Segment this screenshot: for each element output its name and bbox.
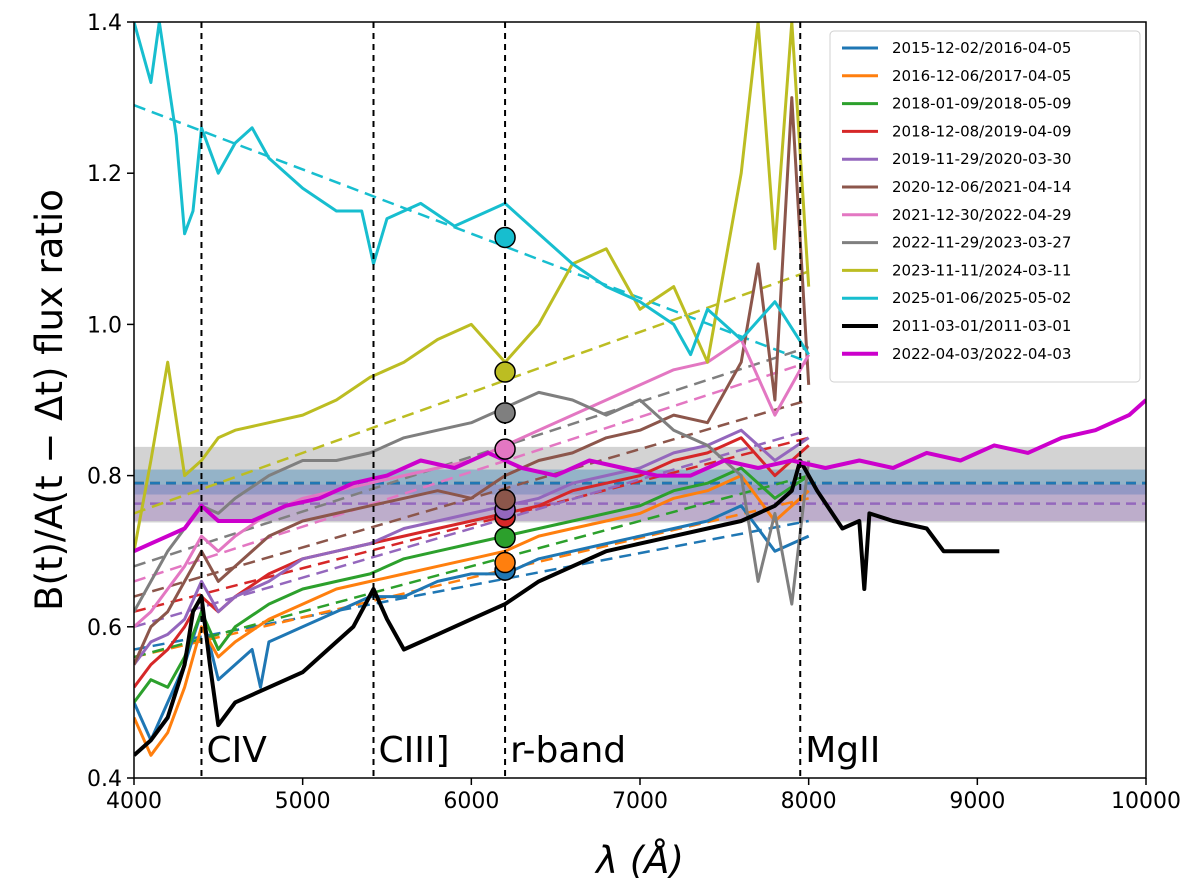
y-tick-label: 1.2 [87,162,122,187]
legend-label: 2022-11-29/2023-03-27 [892,234,1071,252]
vline-label-mgii: MgII [805,730,880,771]
fit-line-2018-12-08-2019-04-09 [134,436,809,613]
series-line-2020-12-06-2021-04-14 [134,96,811,666]
fit-line-2019-11-29-2020-03-30 [134,429,810,629]
vline-label-ciii: CIII] [379,730,450,771]
rband-marker-2022-11-29-2023-03-27 [494,402,516,424]
x-tick-label: 7000 [612,789,668,814]
legend: 2015-12-02/2016-04-05 2016-12-06/2017-04-… [829,30,1141,383]
fit-line-2023-11-11-2024-03-11 [134,270,810,515]
series-line-2011-03-01-2011-03-01 [134,458,1000,757]
legend-label: 2018-01-09/2018-05-09 [892,95,1071,113]
series-line-2018-01-09-2018-05-09 [134,466,810,704]
legend-label: 2021-12-30/2022-04-29 [892,206,1071,224]
x-tick-label: 8000 [781,789,837,814]
legend-label: 2019-11-29/2020-03-30 [892,150,1071,168]
y-tick-label: 0.4 [87,767,122,792]
series-line-2019-11-29-2020-03-30 [134,428,810,666]
rband-marker-2021-12-30-2022-04-29 [494,438,516,460]
x-tick-label: 6000 [443,789,499,814]
rband-marker-2025-01-06-2025-05-02 [494,226,516,249]
legend-frame [829,30,1141,383]
y-tick-label: 0.6 [87,616,122,641]
series-line-2022-04-03-2022-04-03 [134,398,1146,554]
x-tick-label: 4000 [106,789,162,814]
legend-label: 2011-03-01/2011-03-01 [892,317,1071,335]
y-axis-title: B(t)/A(t − Δt) flux ratio [28,189,71,611]
y-tick-label: 0.8 [87,465,122,490]
series-line-2025-01-06-2025-05-02 [134,22,810,357]
legend-label: 2015-12-02/2016-04-05 [892,39,1071,57]
legend-label: 2025-01-06/2025-05-02 [892,289,1071,307]
x-tick-label: 10000 [1111,789,1181,814]
fit-line-2018-01-09-2018-05-09 [134,474,809,659]
x-axis-title: λ (Å) [594,838,684,882]
vline-label-civ: CIV [206,730,267,771]
rband-marker-2016-12-06-2017-04-05 [494,551,516,574]
fit-line-2025-01-06-2025-05-02 [134,103,810,364]
rband-marker-2018-01-09-2018-05-09 [494,526,516,549]
series-line-2016-12-06-2017-04-05 [134,474,810,757]
rband-marker-2020-12-06-2021-04-14 [494,489,516,511]
x-tick-label: 9000 [949,789,1005,814]
legend-label: 2016-12-06/2017-04-05 [892,67,1071,85]
y-tick-label: 1.0 [87,313,122,338]
vline-label-r-band: r-band [510,730,626,771]
legend-label: 2020-12-06/2021-04-14 [892,178,1071,196]
legend-label: 2023-11-11/2024-03-11 [892,261,1071,279]
series-line-2021-12-30-2022-04-29 [134,338,811,628]
fit-line-2021-12-30-2022-04-29 [134,361,810,583]
rband-marker-2023-11-11-2024-03-11 [494,361,516,383]
legend-label: 2018-12-08/2019-04-09 [892,122,1071,140]
y-tick-label: 1.4 [87,11,122,36]
legend-label: 2022-04-03/2022-04-03 [892,345,1071,363]
x-tick-label: 5000 [275,789,331,814]
series-line-2023-11-11-2024-03-11 [134,22,811,552]
